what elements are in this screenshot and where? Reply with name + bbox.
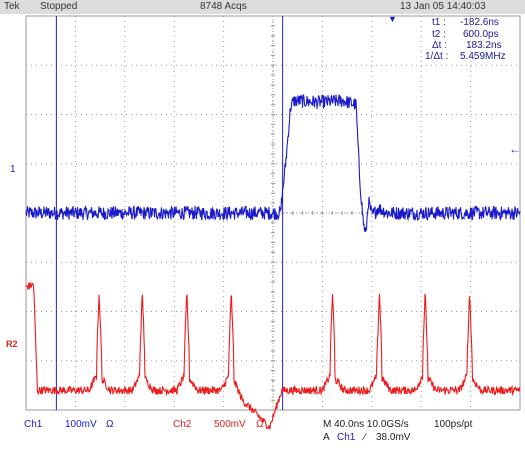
delta-t-label: Δt : xyxy=(432,40,448,51)
ch2-scale: 500mV xyxy=(214,419,246,430)
acquisition-status: Stopped xyxy=(40,1,78,12)
ch1-impedance: Ω xyxy=(106,419,114,430)
ch1-ground-marker[interactable]: 1 xyxy=(10,164,16,175)
acquisition-count: 8748 Acqs xyxy=(200,1,247,12)
timebase-setting: M 40.0ns 10.0GS/s xyxy=(323,419,409,430)
t2-label: t2 : xyxy=(432,29,446,40)
record-resolution: 100ps/pt xyxy=(434,419,473,430)
trigger-mode: A xyxy=(323,432,330,443)
trigger-level: 38.0mV xyxy=(376,432,411,443)
t2-value: 600.0ps xyxy=(463,29,499,40)
inverse-delta-t-value: 5.459MHz xyxy=(460,51,506,62)
ch1-waveform xyxy=(25,94,521,233)
trigger-level-arrow-icon[interactable]: ← xyxy=(509,142,521,156)
ch2-waveform xyxy=(25,282,521,430)
inverse-delta-t-label: 1/Δt : xyxy=(425,51,449,62)
ch1-label[interactable]: Ch1 xyxy=(24,419,43,430)
ch1-scale: 100mV xyxy=(65,419,97,430)
t1-value: -182.6ns xyxy=(460,17,499,28)
ch2-impedance: Ω xyxy=(256,419,264,430)
ch2-reference-marker[interactable]: R2 xyxy=(6,339,18,349)
delta-t-value: 183.2ns xyxy=(466,40,502,51)
trigger-position-icon[interactable]: ▼ xyxy=(388,14,397,24)
brand-label: Tek xyxy=(4,1,20,12)
trigger-slope-icon: ⁄ xyxy=(364,432,366,443)
date-time: 13 Jan 05 14:40:03 xyxy=(400,1,486,12)
status-bar: Tek Stopped 8748 Acqs 13 Jan 05 14:40:03 xyxy=(0,0,525,14)
trigger-source: Ch1 xyxy=(337,432,356,443)
ch2-label[interactable]: Ch2 xyxy=(173,419,192,430)
t1-label: t1 : xyxy=(432,17,446,28)
waveform-traces xyxy=(25,94,521,430)
